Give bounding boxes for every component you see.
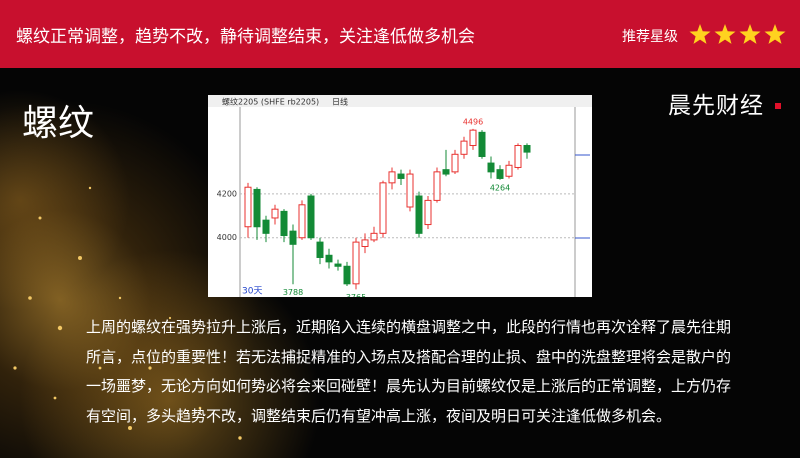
price-annotation: 3788 — [283, 288, 303, 297]
candle-body — [244, 186, 252, 228]
candle-body — [523, 145, 531, 153]
candle-body — [307, 195, 315, 239]
brand: 晨先财经 — [668, 93, 764, 119]
brand-dot — [775, 103, 781, 109]
star — [739, 24, 761, 44]
candle-body — [514, 145, 522, 168]
candle-body — [289, 230, 297, 245]
range-label: 30天 — [242, 287, 262, 297]
candle-body — [352, 241, 360, 285]
candle-body — [397, 173, 405, 179]
candle-body — [451, 153, 459, 173]
candle-body — [388, 171, 396, 184]
y-tick-label: 4000 — [217, 233, 237, 242]
candle-body — [316, 241, 324, 258]
chart-period: 日线 — [332, 97, 348, 107]
price-annotation: 4264 — [490, 183, 510, 192]
top-banner: 螺纹正常调整，趋势不改，静待调整结束，关注逢低做多机会 推荐星级 — [0, 0, 800, 68]
candle-body — [379, 182, 387, 234]
banner-title: 螺纹正常调整，趋势不改，静待调整结束，关注逢低做多机会 — [16, 27, 475, 47]
chart-title: 螺纹2205 (SHFE rb2205) — [222, 97, 319, 107]
y-tick-label: 4200 — [217, 189, 237, 198]
candle-body — [460, 140, 468, 155]
candle-body — [406, 173, 414, 208]
body-text: 上周的螺纹在强势拉升上涨后，近期陷入连续的横盘调整之中，此段的行情也再次诠释了晨… — [86, 318, 732, 425]
star — [764, 24, 786, 44]
rating-stars — [689, 24, 786, 44]
candle-body — [496, 169, 504, 179]
candle-body — [325, 254, 333, 263]
candle-body — [334, 263, 342, 267]
candle-body — [262, 219, 270, 234]
heading: 螺纹 — [22, 103, 95, 144]
star — [714, 24, 736, 44]
candle-body — [469, 129, 477, 147]
candle-body — [343, 265, 351, 285]
gold-sparkle — [13, 186, 262, 440]
candle-body — [280, 210, 288, 237]
candle-body — [370, 232, 378, 241]
price-annotation: 4496 — [463, 117, 483, 126]
price-annotation: 3765 — [346, 293, 366, 297]
candle-body — [298, 204, 306, 239]
candle-body — [442, 169, 450, 175]
candle-body — [505, 164, 513, 177]
star — [689, 24, 711, 44]
candle-body — [361, 239, 369, 248]
candle-chart: 螺纹2205 (SHFE rb2205) 日线 30天 4000 4200 4496… — [208, 95, 592, 297]
candle-body — [253, 188, 261, 228]
candle-body — [433, 171, 441, 201]
candle-body — [424, 199, 432, 226]
rating-label: 推荐星级 — [622, 29, 678, 45]
candle-body — [271, 208, 279, 219]
candle-body — [487, 162, 495, 173]
candle-body — [415, 195, 423, 234]
candle-body — [478, 131, 486, 157]
chart-header — [208, 95, 592, 107]
